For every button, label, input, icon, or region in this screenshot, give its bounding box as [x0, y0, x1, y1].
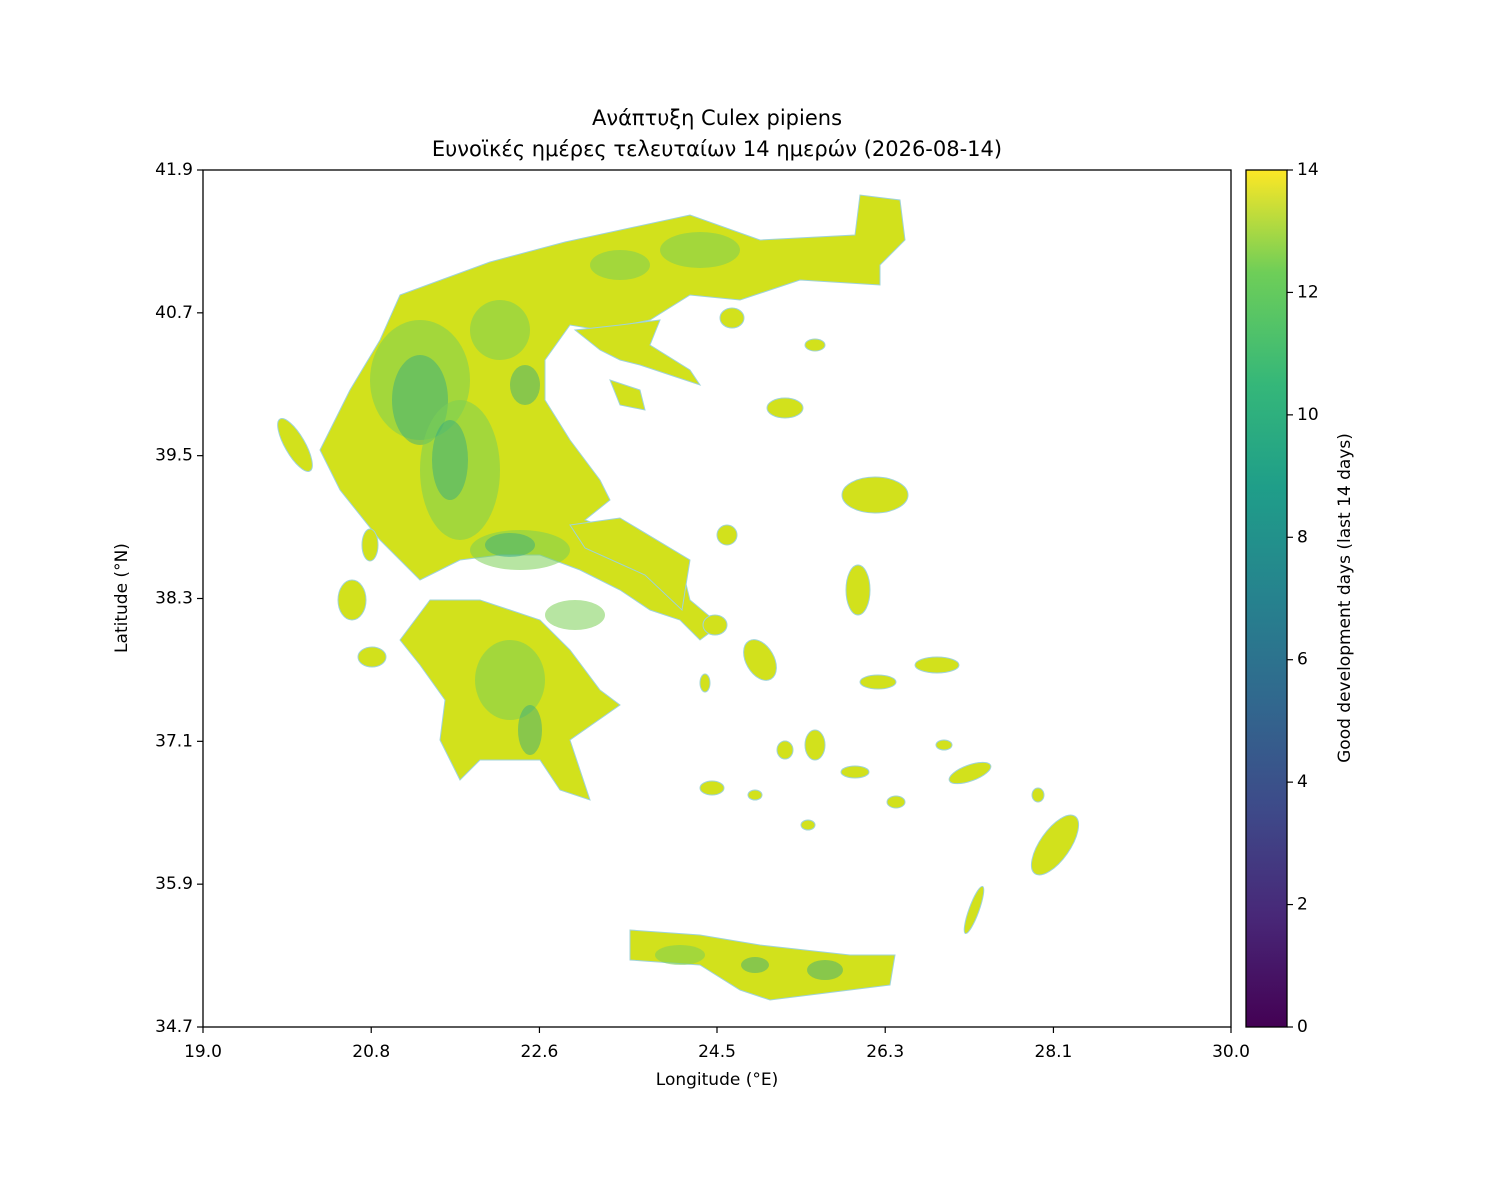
y-tick-label: 39.5	[155, 446, 193, 466]
x-tick-label: 22.6	[521, 1042, 559, 1062]
island	[886, 795, 906, 809]
x-tick-label: 30.0	[1212, 1042, 1250, 1062]
island	[747, 789, 763, 801]
island	[840, 765, 870, 779]
island	[845, 564, 871, 616]
island	[716, 524, 738, 546]
island	[702, 614, 728, 636]
colorbar-tick-label: 14	[1297, 160, 1319, 180]
island	[935, 739, 953, 751]
x-tick-label: 26.3	[866, 1042, 904, 1062]
terrain	[370, 232, 843, 980]
island	[766, 397, 804, 419]
colorbar-tick-label: 12	[1297, 282, 1319, 302]
chart-title: Ανάπτυξη Culex pipiens	[592, 106, 842, 130]
y-tick-label: 40.7	[155, 303, 193, 323]
x-tick-label: 24.5	[698, 1042, 736, 1062]
colorbar-tick-label: 10	[1297, 405, 1319, 425]
y-tick-label: 35.9	[155, 874, 193, 894]
x-axis-label: Longitude (°E)	[656, 1070, 778, 1090]
colorbar-tick-label: 8	[1297, 527, 1308, 547]
island	[841, 476, 909, 514]
y-tick-label: 38.3	[155, 589, 193, 609]
island	[948, 761, 992, 785]
x-tick-label: 28.1	[1035, 1042, 1073, 1062]
colorbar-label: Good development days (last 14 days)	[1335, 433, 1355, 763]
island	[804, 338, 826, 352]
colorbar	[1245, 169, 1288, 1028]
island	[1031, 787, 1045, 803]
island	[914, 656, 960, 674]
map	[277, 194, 1080, 1001]
y-axis-label: Latitude (°N)	[112, 543, 132, 653]
colorbar-tick-label: 6	[1297, 650, 1308, 670]
island	[719, 307, 745, 329]
chart-subtitle: Ευνοϊκές ημέρες τελευταίων 14 ημερών (20…	[432, 137, 1002, 161]
island	[804, 729, 826, 761]
island	[699, 780, 725, 796]
island	[337, 579, 367, 621]
island	[361, 528, 379, 562]
island	[277, 418, 313, 472]
x-tick-label: 20.8	[352, 1042, 390, 1062]
colorbar-tick-label: 4	[1297, 772, 1308, 792]
island	[357, 646, 387, 668]
colorbar-tick-label: 0	[1297, 1017, 1308, 1037]
island	[859, 674, 897, 690]
island	[743, 639, 777, 681]
y-tick-label: 37.1	[155, 731, 193, 751]
island	[776, 740, 794, 760]
x-tick-label: 19.0	[184, 1042, 222, 1062]
island	[1030, 814, 1080, 876]
y-tick-label: 34.7	[155, 1017, 193, 1037]
y-tick-label: 41.9	[155, 160, 193, 180]
island	[699, 673, 711, 693]
island	[800, 819, 816, 831]
chalkidiki	[573, 319, 702, 411]
colorbar-tick-label: 2	[1297, 895, 1308, 915]
island	[963, 885, 985, 935]
evia	[569, 517, 691, 612]
